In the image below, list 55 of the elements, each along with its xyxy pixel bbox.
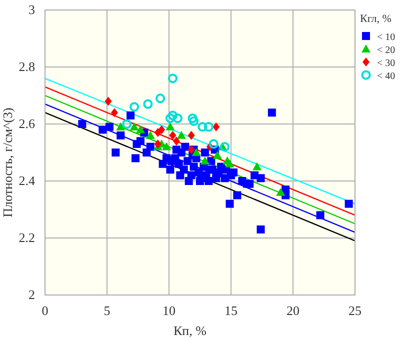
point (189, 116, 199, 126)
legend-label: < 30 (377, 58, 396, 69)
point (200, 156, 210, 165)
point (154, 139, 162, 148)
point (143, 99, 153, 109)
y-tick-label: 2.4 (18, 173, 36, 188)
point (220, 142, 230, 152)
x-tick-label: 5 (104, 303, 110, 318)
y-tick-label: 2.6 (18, 116, 36, 131)
point (169, 130, 176, 140)
point (192, 148, 201, 156)
point (172, 136, 180, 146)
point (212, 122, 220, 132)
point (166, 122, 175, 130)
point (146, 130, 155, 139)
point (156, 94, 166, 104)
point (172, 114, 182, 124)
point (168, 74, 178, 84)
point (116, 122, 126, 130)
point (130, 122, 139, 130)
point (122, 119, 132, 129)
point (188, 114, 198, 124)
point (212, 150, 222, 159)
x-tick-label: 15 (224, 303, 238, 318)
point (129, 102, 140, 112)
point (204, 122, 214, 132)
point (168, 110, 178, 120)
y-tick-label: 2.8 (18, 59, 35, 74)
point (276, 188, 286, 196)
point (104, 96, 112, 106)
x-tick-label: 20 (286, 303, 300, 318)
point (158, 125, 166, 134)
point (198, 122, 208, 132)
point (162, 142, 172, 150)
x-tick-label: 0 (42, 303, 48, 318)
legend-title: Кгл, % (360, 13, 392, 25)
x-tick-label: 25 (348, 303, 362, 318)
x-tick-label: 10 (162, 303, 176, 318)
legend-label: < 10 (377, 32, 396, 43)
y-tick-label: 2 (28, 287, 35, 302)
point (208, 139, 218, 149)
point (188, 130, 195, 140)
y-tick-label: 2.2 (18, 230, 35, 245)
x-axis-title: Кп, % (174, 323, 207, 338)
point (176, 130, 186, 139)
point (110, 108, 118, 118)
point (225, 159, 234, 168)
legend-label: < 40 (377, 71, 396, 82)
y-axis-title: Плотность, г/см^(3) (0, 108, 15, 218)
legend-label: < 20 (377, 45, 396, 56)
y-tick-label: 3 (28, 2, 35, 17)
point (165, 114, 176, 124)
point (188, 145, 195, 154)
point (252, 162, 262, 170)
point (136, 125, 145, 134)
